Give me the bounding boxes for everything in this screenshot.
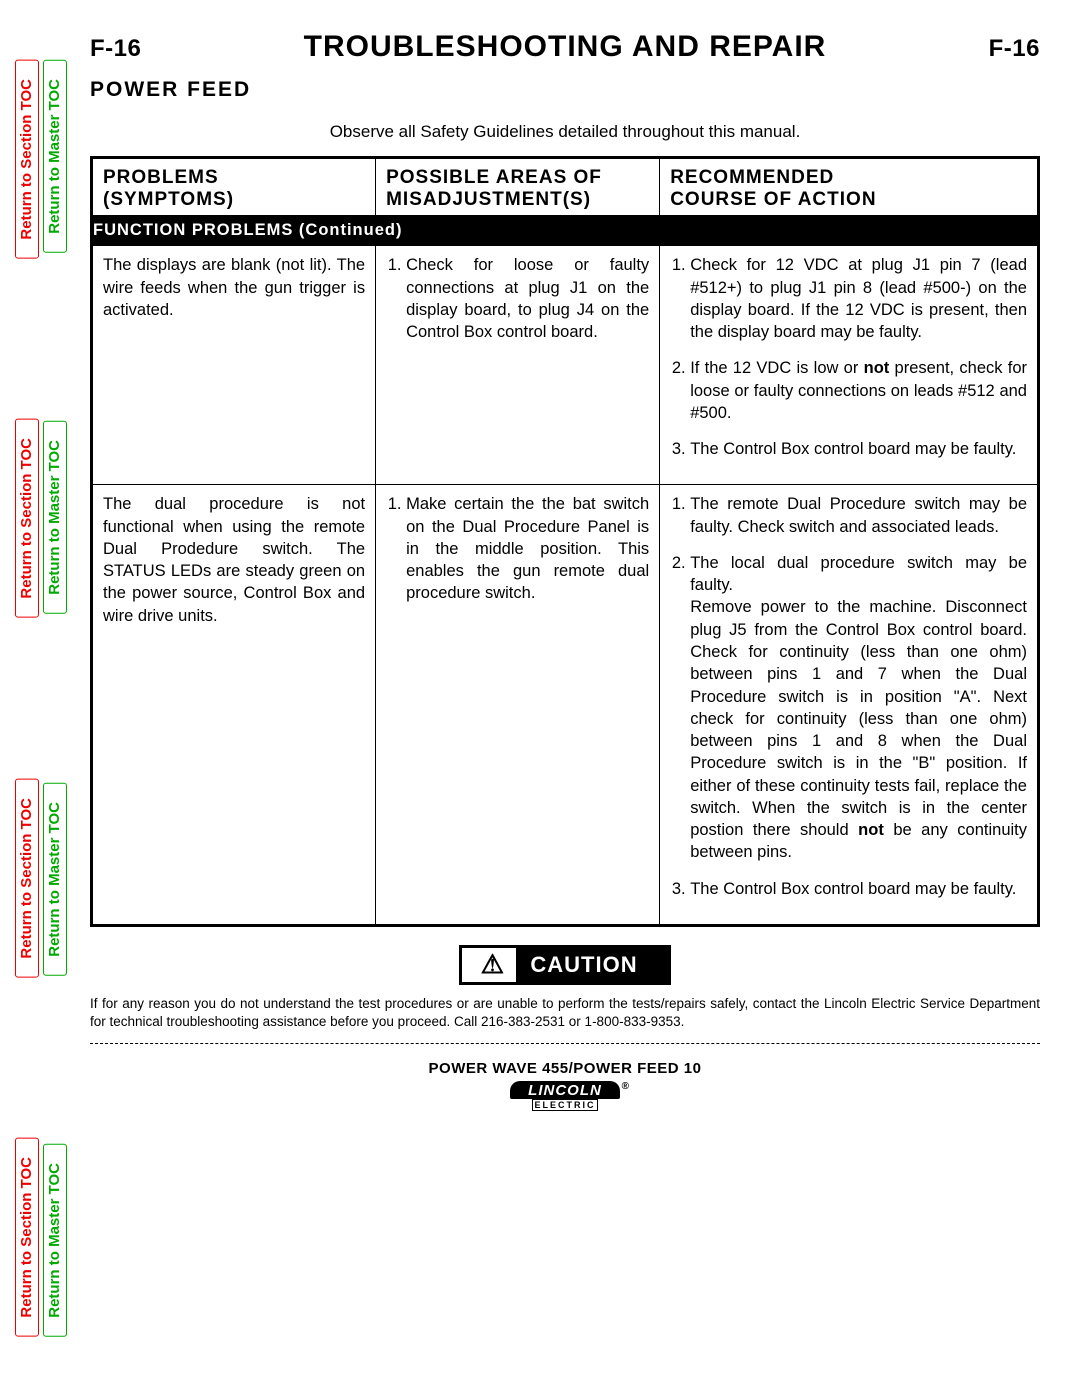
side-nav-tabs: Return to Section TOC Return to Section …	[15, 0, 71, 1397]
action-cell: The remote Dual Procedure switch may be …	[660, 485, 1039, 926]
col-header-problems: PROBLEMS(SYMPTOMS)	[92, 158, 376, 216]
caution-note-text: If for any reason you do not understand …	[90, 995, 1040, 1031]
page-footer: POWER WAVE 455/POWER FEED 10 LINCOLN ® E…	[90, 1060, 1040, 1111]
list-item: If the 12 VDC is low or not present, che…	[690, 357, 1027, 424]
logo-subbrand: ELECTRIC	[532, 1099, 598, 1111]
table-row: The displays are blank (not lit). The wi…	[92, 246, 1039, 485]
return-section-toc-link[interactable]: Return to Section TOC	[15, 779, 39, 978]
table-section-band: FUNCTION PROBLEMS (Continued)	[92, 215, 1039, 246]
lincoln-logo: LINCOLN ® ELECTRIC	[510, 1081, 620, 1111]
list-item: Make certain the the bat switch on the D…	[406, 493, 649, 604]
return-master-toc-link[interactable]: Return to Master TOC	[43, 783, 67, 976]
action-detail-paragraph: Remove power to the machine. Disconnect …	[670, 596, 1027, 863]
col-header-misadjustments: POSSIBLE AREAS OFMISADJUSTMENT(S)	[376, 158, 660, 216]
registered-icon: ®	[622, 1081, 630, 1092]
list-item: Check for 12 VDC at plug J1 pin 7 (lead …	[690, 254, 1027, 343]
troubleshooting-table: PROBLEMS(SYMPTOMS) POSSIBLE AREAS OFMISA…	[90, 156, 1040, 927]
page-number-right: F-16	[989, 35, 1040, 63]
footer-model: POWER WAVE 455/POWER FEED 10	[90, 1060, 1040, 1077]
symptom-cell: The dual procedure is not functional whe…	[92, 485, 376, 926]
page-subtitle: POWER FEED	[90, 78, 1040, 102]
page-title: TROUBLESHOOTING AND REPAIR	[304, 30, 827, 64]
master-toc-column: Return to Master TOC Return to Master TO…	[43, 0, 67, 1397]
page-content: F-16 TROUBLESHOOTING AND REPAIR F-16 POW…	[90, 30, 1040, 1367]
logo-brand: LINCOLN	[528, 1082, 602, 1099]
caution-label: CAUTION	[530, 952, 637, 978]
return-master-toc-link[interactable]: Return to Master TOC	[43, 1144, 67, 1337]
list-item: The local dual procedure switch may be f…	[690, 552, 1027, 597]
col-header-action: RECOMMENDEDCOURSE OF ACTION	[660, 158, 1039, 216]
table-header-row: PROBLEMS(SYMPTOMS) POSSIBLE AREAS OFMISA…	[92, 158, 1039, 216]
return-master-toc-link[interactable]: Return to Master TOC	[43, 421, 67, 614]
list-item: The remote Dual Procedure switch may be …	[690, 493, 1027, 538]
misadjustment-cell: Make certain the the bat switch on the D…	[376, 485, 660, 926]
symptom-cell: The displays are blank (not lit). The wi…	[92, 246, 376, 485]
section-toc-column: Return to Section TOC Return to Section …	[15, 0, 39, 1397]
return-master-toc-link[interactable]: Return to Master TOC	[43, 60, 67, 253]
return-section-toc-link[interactable]: Return to Section TOC	[15, 1138, 39, 1337]
page-number-left: F-16	[90, 35, 141, 63]
misadjustment-cell: Check for loose or faulty connections at…	[376, 246, 660, 485]
caution-section: ⚠ CAUTION If for any reason you do not u…	[90, 945, 1040, 1031]
caution-badge: ⚠ CAUTION	[459, 945, 670, 985]
list-item: The Control Box control board may be fau…	[690, 438, 1027, 460]
return-section-toc-link[interactable]: Return to Section TOC	[15, 419, 39, 618]
action-cell: Check for 12 VDC at plug J1 pin 7 (lead …	[660, 246, 1039, 485]
return-section-toc-link[interactable]: Return to Section TOC	[15, 60, 39, 259]
warning-icon: ⚠	[462, 948, 516, 982]
divider	[90, 1043, 1040, 1044]
table-row: The dual procedure is not functional whe…	[92, 485, 1039, 926]
page-header: F-16 TROUBLESHOOTING AND REPAIR F-16	[90, 30, 1040, 64]
list-item: The Control Box control board may be fau…	[690, 878, 1027, 900]
safety-note: Observe all Safety Guidelines detailed t…	[90, 122, 1040, 142]
list-item: Check for loose or faulty connections at…	[406, 254, 649, 343]
